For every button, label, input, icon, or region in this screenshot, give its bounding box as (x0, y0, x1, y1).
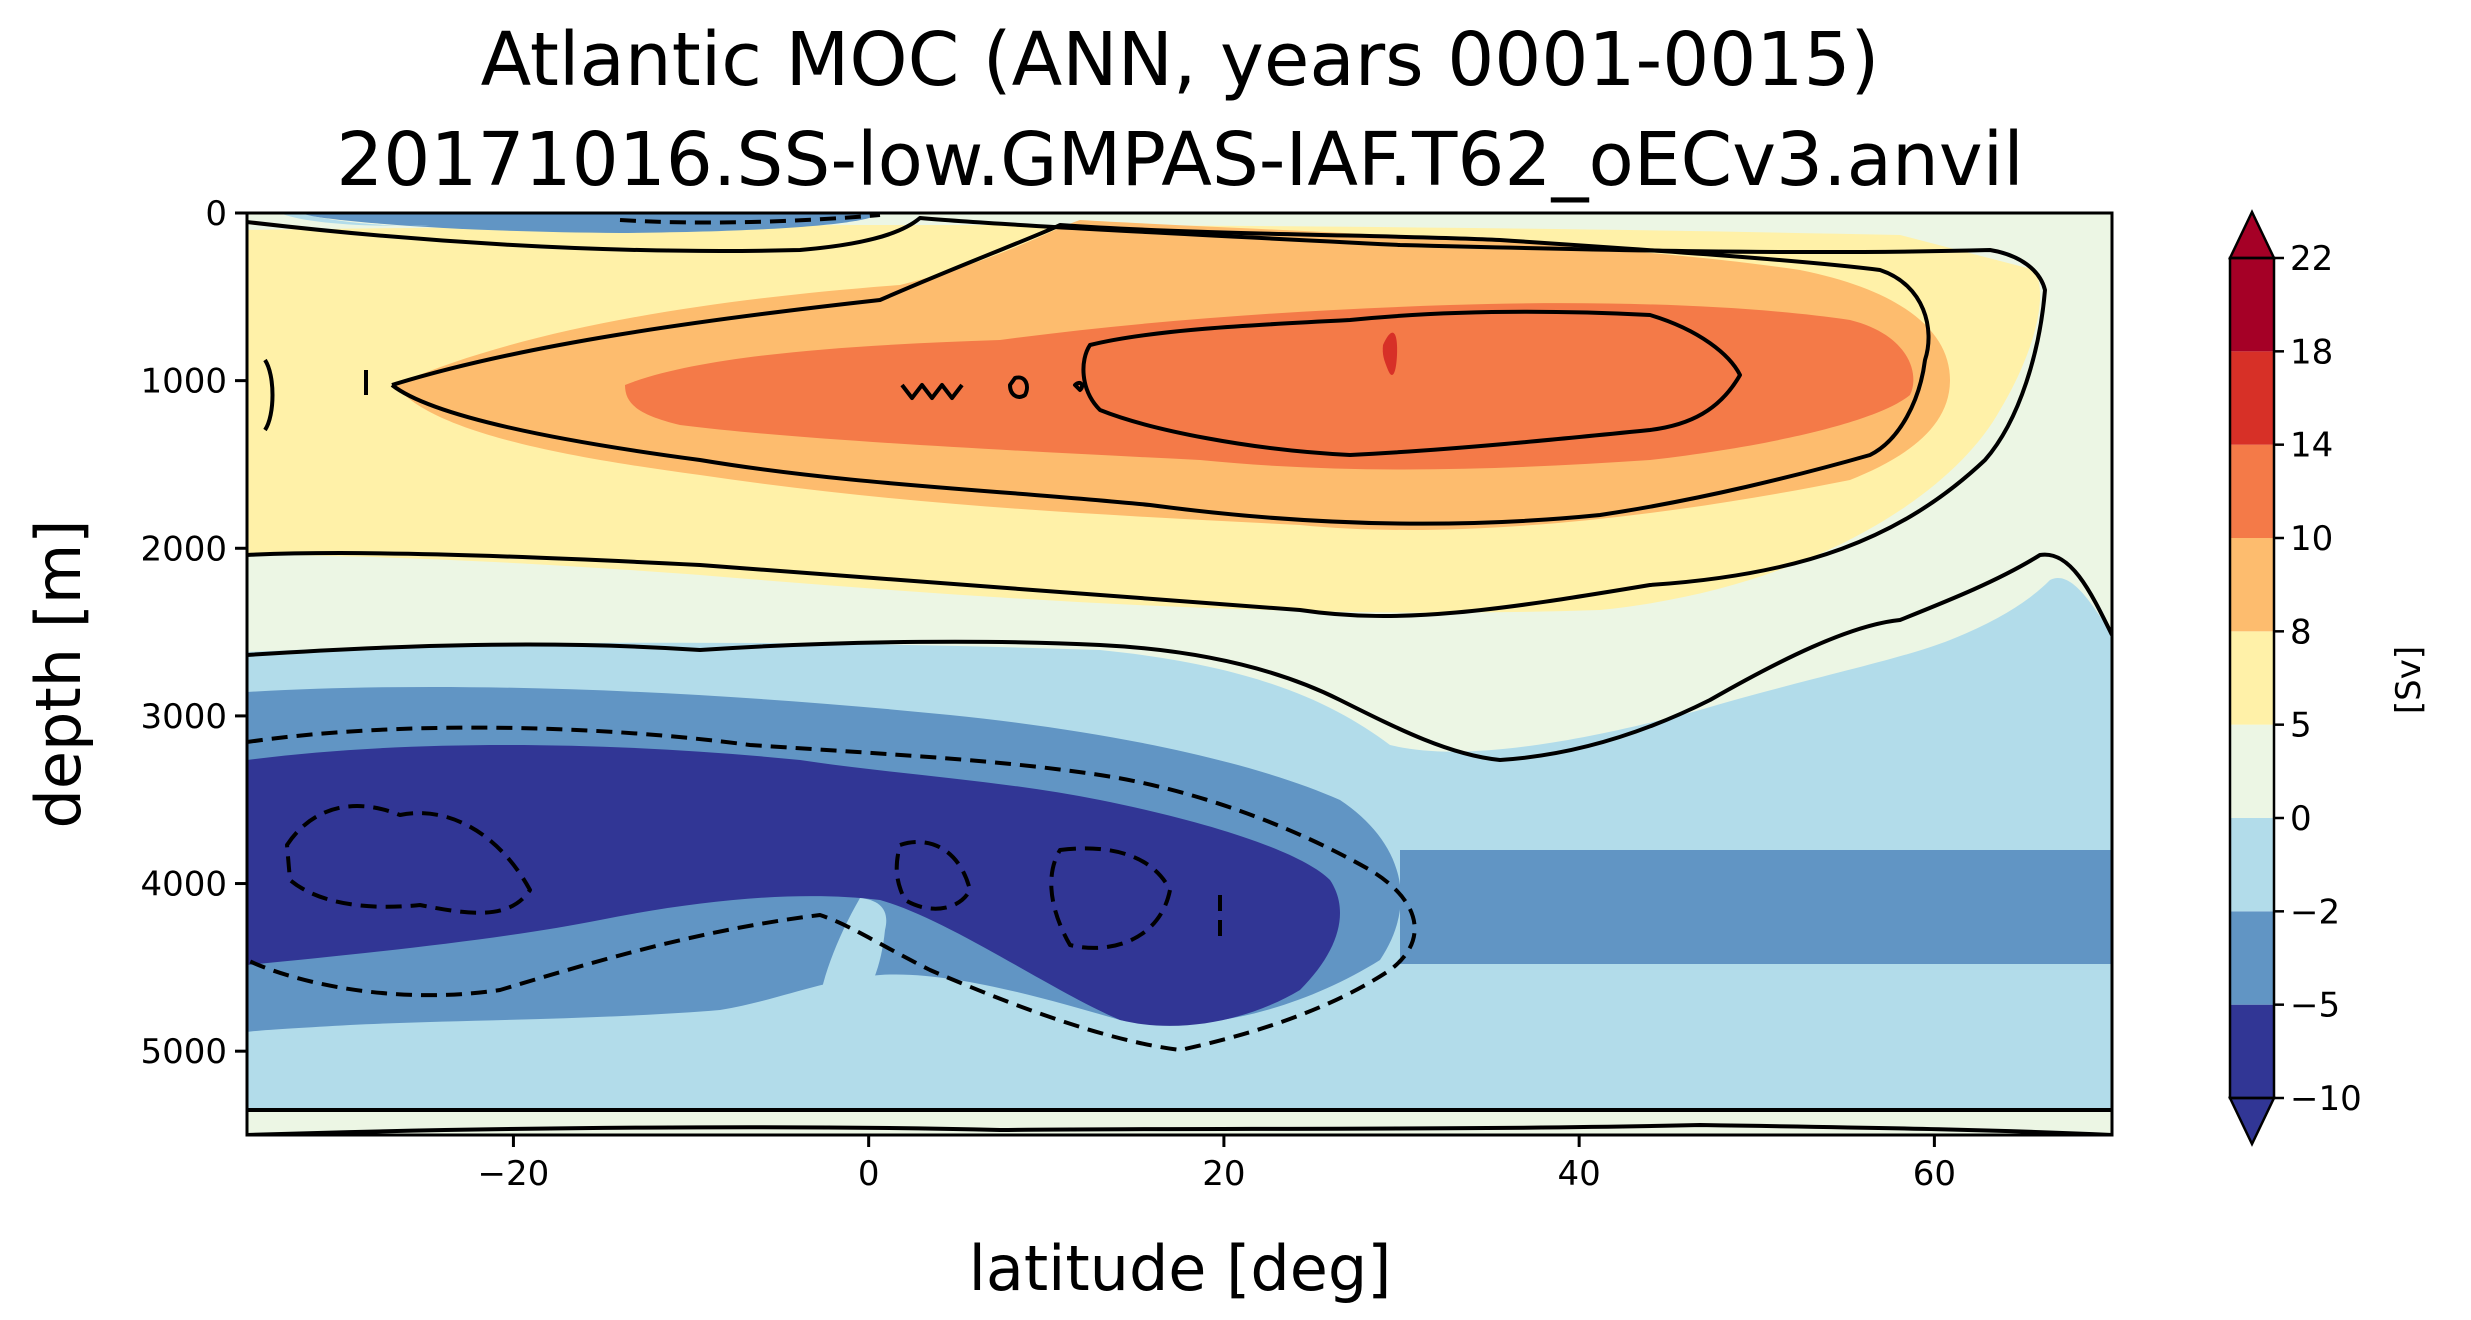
y-tick-label: 4000 (140, 865, 227, 905)
colorbar-band (2230, 1004, 2274, 1098)
x-tick-label: 40 (1558, 1154, 1601, 1194)
colorbar-band (2230, 258, 2274, 352)
colorbar-tick-label: 10 (2290, 519, 2333, 559)
colorbar-extend-bottom (2228, 1096, 2276, 1147)
x-tick-label: 60 (1913, 1154, 1956, 1194)
y-tick-label: 3000 (140, 697, 227, 737)
band-below-minus5 (247, 745, 1340, 1026)
colorbar-tick-label: −5 (2290, 986, 2340, 1026)
colorbar-extend-top (2228, 209, 2276, 260)
bottom-fill (247, 1112, 2112, 1135)
y-tick-label: 5000 (140, 1032, 227, 1072)
x-axis-label: latitude [deg] (969, 1232, 1392, 1305)
colorbar-tick-label: 14 (2290, 426, 2333, 466)
band-minus5-minus2-right (1400, 850, 2112, 964)
colorbar-tick-label: 22 (2290, 239, 2333, 279)
colorbar-tick-label: 18 (2290, 332, 2333, 372)
chart-subtitle: 20171016.SS-low.GMPAS-IAF.T62_oECv3.anvi… (336, 117, 2024, 203)
y-tick-label: 0 (205, 194, 227, 234)
colorbar-band (2230, 911, 2274, 1005)
y-tick-label: 2000 (140, 529, 227, 569)
colorbar-frame (2228, 256, 2276, 1100)
x-tick-label: −20 (478, 1154, 550, 1194)
colorbar-band (2230, 724, 2274, 818)
colorbar-band (2230, 538, 2274, 632)
colorbar-band (2230, 351, 2274, 445)
y-axis-ticks: 0 1000 2000 3000 4000 5000 (140, 194, 247, 1072)
surface-negative-cell (290, 213, 880, 233)
colorbar-band (2230, 444, 2274, 538)
contour-lines-solid (247, 216, 2112, 1135)
colorbar-tick-label: −2 (2290, 892, 2340, 932)
abyssal-gap (817, 898, 887, 1040)
contour-plot-area (247, 213, 2112, 1135)
x-tick-label: 20 (1202, 1154, 1245, 1194)
plot-frame (245, 211, 2114, 1137)
colorbar-tick-label: 5 (2290, 706, 2312, 746)
chart-title: Atlantic MOC (ANN, years 0001-0015) (481, 17, 1880, 103)
colorbar-band (2230, 818, 2274, 912)
colorbar-tick-label: 0 (2290, 799, 2312, 839)
colorbar: −10 −5 −2 0 5 8 10 14 18 22 (2228, 209, 2362, 1147)
band-10-14 (625, 303, 1914, 470)
contour-lines-dashed (247, 213, 1417, 1052)
colorbar-label: [Sv] (2389, 646, 2429, 714)
band-14-18 (1382, 332, 1398, 375)
y-axis-label: depth [m] (22, 520, 95, 829)
colorbar-tick-label: −10 (2290, 1079, 2362, 1119)
x-tick-label: 0 (858, 1154, 880, 1194)
colorbar-tick-label: 8 (2290, 612, 2312, 652)
y-tick-label: 1000 (140, 362, 227, 402)
colorbar-band (2230, 631, 2274, 725)
x-axis-ticks: −20 0 20 40 60 (478, 1135, 1956, 1194)
